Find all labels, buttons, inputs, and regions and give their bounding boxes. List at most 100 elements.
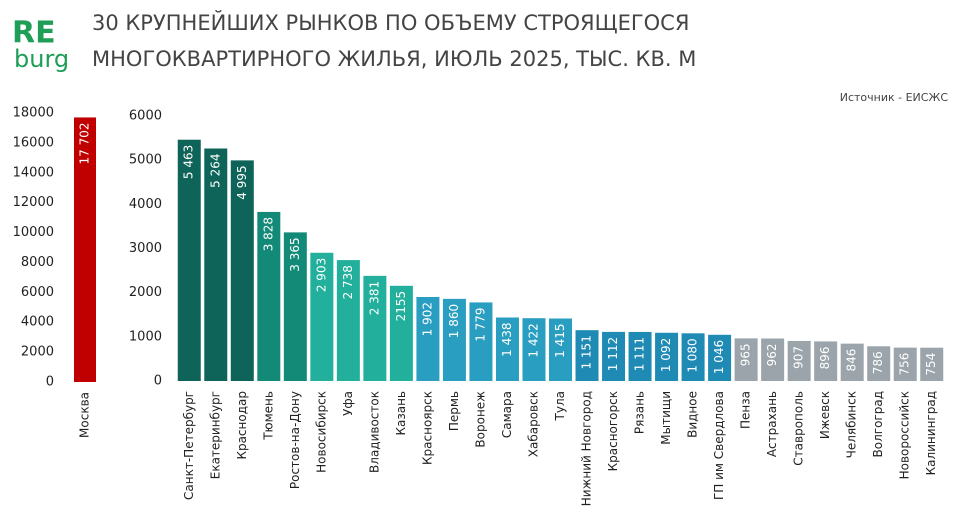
value-label: 1 860 (447, 304, 461, 338)
title-line: 30 КРУПНЕЙШИХ РЫНКОВ ПО ОБЪЕМУ СТРОЯЩЕГО… (92, 10, 689, 35)
value-label: 1 151 (580, 335, 594, 369)
x-tick-label: Красноярск (420, 391, 434, 465)
value-label: 1 080 (686, 338, 700, 372)
value-label: 2 381 (367, 281, 381, 315)
y-tick-label: 6000 (129, 109, 162, 124)
bar (336, 260, 360, 381)
x-tick-label: Калининград (924, 391, 938, 475)
value-label: 3 828 (261, 217, 275, 251)
bar (469, 302, 493, 381)
value-label: 2 738 (341, 265, 355, 299)
source: Источник - ЕИСЖС (840, 91, 949, 104)
x-tick-label: Рязань (633, 391, 647, 434)
bar (549, 318, 572, 381)
x-tick-label: Ижевск (818, 391, 832, 439)
x-tick-label: Тула (553, 391, 567, 421)
y-tick-label: 5000 (129, 153, 162, 168)
logo-top: RE (12, 16, 56, 51)
bar (655, 332, 679, 381)
value-label: 2 903 (314, 258, 328, 292)
bar (814, 341, 838, 381)
value-label: 2155 (394, 291, 408, 322)
x-tick-label: Челябинск (845, 391, 859, 458)
bar (363, 275, 387, 381)
y-tick-label: 18000 (13, 106, 54, 121)
x-tick-label: Волгоград (871, 391, 885, 457)
x-tick-label: Уфа (341, 391, 355, 416)
bar (575, 330, 599, 381)
value-label: 786 (871, 351, 885, 374)
y-tick-label: 16000 (13, 135, 54, 150)
bar (522, 318, 546, 381)
x-tick-label: Пенза (739, 391, 753, 429)
value-label: 754 (924, 353, 938, 376)
y-tick-label: 4000 (21, 315, 54, 330)
y-tick-label: 3000 (129, 241, 162, 256)
x-tick-label: Воронеж (473, 391, 487, 448)
x-tick-label: Москва (78, 392, 92, 438)
x-tick-label: Ростов-на-Дону (288, 391, 302, 489)
bar (204, 148, 228, 381)
value-label: 1 902 (420, 302, 434, 336)
value-label: 1 111 (633, 337, 647, 371)
x-tick-label: Новосибирск (314, 391, 328, 473)
bar (177, 139, 201, 381)
value-label: 3 365 (288, 237, 302, 271)
y-tick-label: 2000 (21, 345, 54, 360)
value-label: 846 (845, 349, 859, 372)
bar (389, 285, 413, 381)
x-tick-label: Астрахань (765, 391, 779, 457)
value-label: 5 264 (208, 154, 222, 188)
bar (787, 340, 811, 381)
bar (257, 211, 281, 381)
y-tick-label: 0 (46, 375, 54, 390)
x-tick-label: Краснодар (235, 391, 249, 460)
x-tick-label: Видное (686, 391, 700, 438)
value-label: 1 422 (526, 323, 540, 357)
logo-bottom: burg (14, 45, 69, 73)
value-label: 1 046 (712, 340, 726, 374)
y-tick-label: 8000 (21, 255, 54, 270)
bar (840, 343, 864, 381)
y-tick-label: 10000 (13, 225, 54, 240)
x-tick-label: ГП им Свердлова (712, 391, 726, 500)
value-label: 907 (792, 346, 806, 369)
value-label: 1 779 (473, 307, 487, 341)
title-line: МНОГОКВАРТИРНОГО ЖИЛЬЯ, ИЮЛЬ 2025, ТЫС. … (92, 47, 696, 71)
y-tick-label: 14000 (13, 165, 54, 180)
value-label: 17 702 (78, 122, 92, 164)
bar (920, 347, 944, 381)
bar (893, 347, 917, 381)
x-tick-label: Новороссийск (898, 391, 912, 479)
bar (734, 338, 758, 381)
value-label: 896 (818, 346, 832, 369)
bar (761, 338, 785, 381)
y-tick-label: 6000 (21, 285, 54, 300)
x-tick-label: Казань (394, 391, 408, 436)
bar (867, 346, 891, 381)
x-tick-label: Мытищи (659, 391, 673, 445)
value-label: 965 (739, 343, 753, 366)
value-label: 1 112 (606, 337, 620, 371)
x-tick-label: Хабаровск (526, 391, 540, 457)
y-tick-label: 4000 (129, 197, 162, 212)
value-label: 1 438 (500, 322, 514, 356)
x-tick-label: Красногорск (606, 391, 620, 471)
y-tick-label: 2000 (129, 285, 162, 300)
bar (310, 252, 334, 381)
value-label: 1 092 (659, 338, 673, 372)
bar (628, 331, 652, 381)
bar (74, 117, 96, 383)
x-tick-label: Нижний Новгород (580, 391, 594, 506)
bar (442, 298, 466, 381)
value-label: 5 463 (182, 145, 196, 179)
bar (416, 296, 440, 381)
bar (602, 331, 626, 381)
x-tick-label: Санкт-Петербург (182, 391, 196, 500)
x-tick-label: Екатеринбург (208, 391, 222, 479)
value-label: 1 415 (553, 324, 567, 358)
value-label: 962 (765, 344, 779, 367)
x-tick-label: Пермь (447, 391, 461, 431)
x-tick-label: Владивосток (367, 391, 381, 473)
